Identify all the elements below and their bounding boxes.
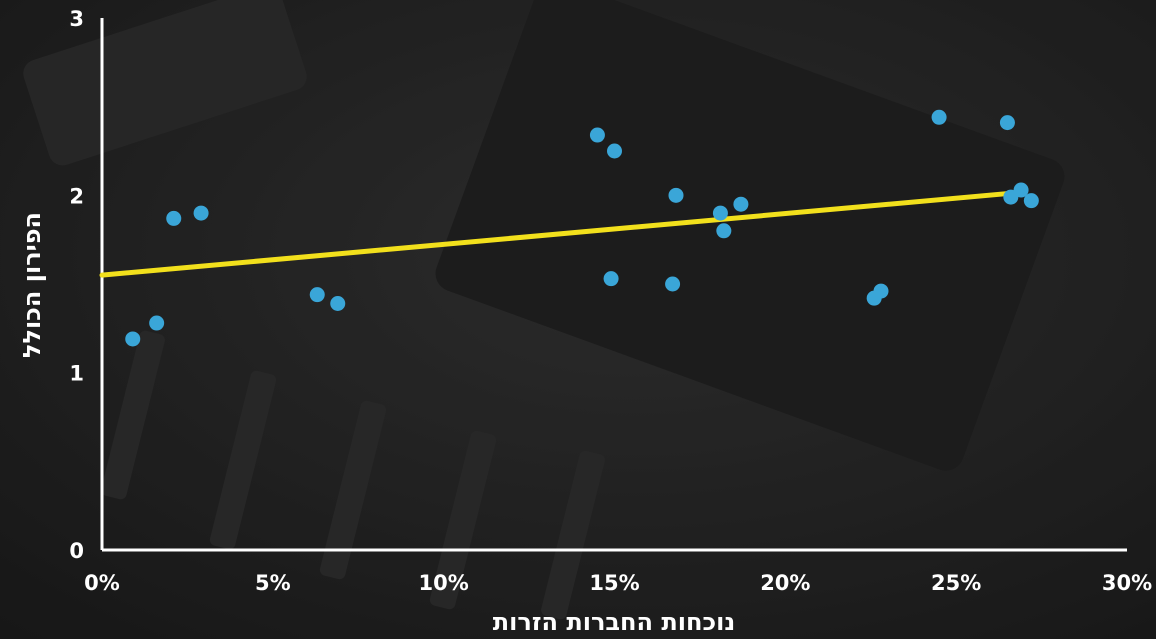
scatter-point xyxy=(309,287,325,303)
trendline-group xyxy=(99,191,1010,278)
scatter-point xyxy=(733,196,749,212)
bg-pin xyxy=(319,400,387,580)
bg-pin xyxy=(541,450,605,620)
scatter-point xyxy=(125,331,141,347)
y-tick-label: 2 xyxy=(69,184,84,208)
bg-chip-body xyxy=(435,0,1065,471)
scatter-point xyxy=(931,109,947,125)
scatter-point xyxy=(665,276,681,292)
scatter-point xyxy=(1023,193,1039,209)
scatter-point xyxy=(149,315,165,331)
scatter-point xyxy=(712,205,728,221)
scatter-point xyxy=(193,205,209,221)
bg-pin xyxy=(101,330,165,500)
scatter-point xyxy=(330,296,346,312)
axes xyxy=(100,18,1127,552)
bg-chip-shape xyxy=(23,0,307,166)
x-axis-title: נוכחות החברות הזרות xyxy=(493,608,735,636)
scatter-point xyxy=(999,115,1015,131)
x-tick-label: 0% xyxy=(84,571,120,595)
scatter-point xyxy=(1013,182,1029,198)
y-tick-label: 0 xyxy=(69,539,84,563)
x-tick-label: 15% xyxy=(589,571,639,595)
trendline xyxy=(99,191,1010,278)
scatter-point xyxy=(589,127,605,143)
scatter-point xyxy=(166,210,182,226)
x-axis-ticks: 0% 5% 10% 15% 20% 25% 30% xyxy=(84,571,1152,595)
x-tick-label: 25% xyxy=(931,571,981,595)
bg-pin xyxy=(209,370,277,550)
x-tick-label: 30% xyxy=(1102,571,1152,595)
x-tick-label: 5% xyxy=(255,571,291,595)
x-tick-label: 20% xyxy=(760,571,810,595)
y-axis-title: הפירון הכולל xyxy=(18,212,46,358)
scatter-point xyxy=(716,223,732,239)
y-axis-ticks: 0 1 2 3 xyxy=(69,7,84,563)
scatter-point xyxy=(603,271,619,287)
data-points xyxy=(125,109,1039,347)
bg-pin xyxy=(429,430,497,610)
scatter-point xyxy=(873,283,889,299)
y-tick-label: 3 xyxy=(69,7,84,31)
y-tick-label: 1 xyxy=(69,362,84,386)
x-tick-label: 10% xyxy=(419,571,469,595)
scatter-point xyxy=(668,187,684,203)
scatter-point xyxy=(607,143,622,159)
